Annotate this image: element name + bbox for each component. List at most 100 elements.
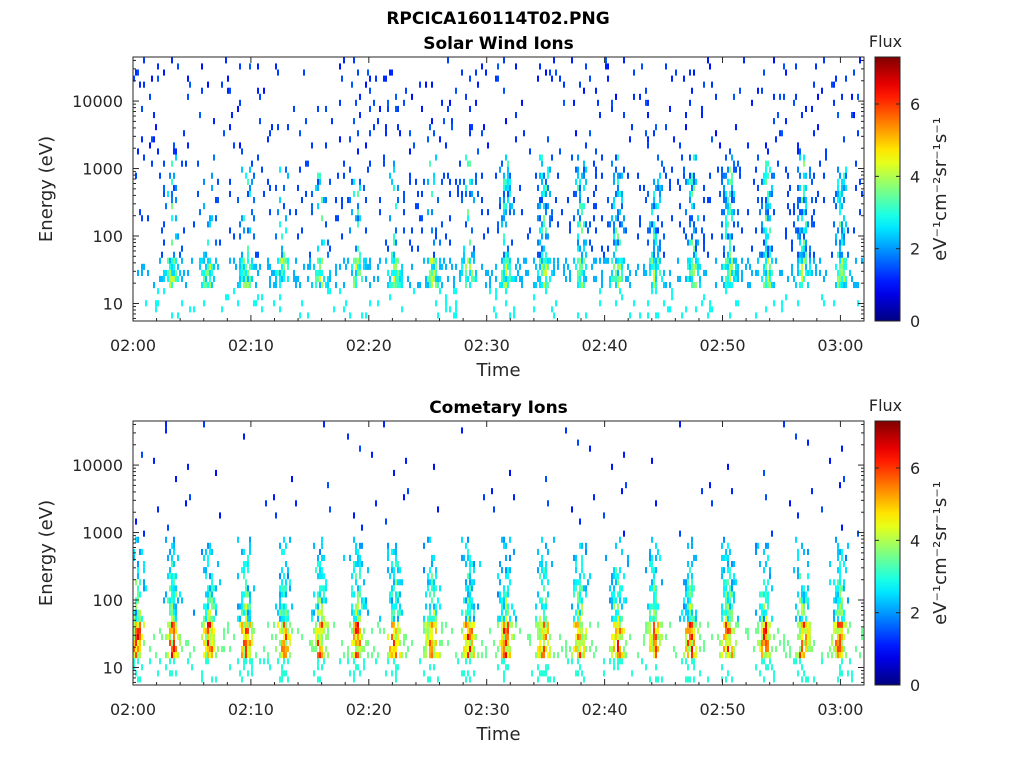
heatmap-cell xyxy=(755,166,757,173)
heatmap-cell xyxy=(773,172,775,179)
heatmap-cell xyxy=(803,621,805,628)
heatmap-cell xyxy=(653,282,655,289)
heatmap-cell xyxy=(725,591,727,598)
heatmap-cell xyxy=(487,227,489,234)
heatmap-cell xyxy=(207,282,209,289)
heatmap-cell xyxy=(175,652,177,659)
heatmap-cell xyxy=(279,603,281,610)
heatmap-cell xyxy=(621,172,623,179)
heatmap-cell xyxy=(423,652,425,659)
heatmap-cell xyxy=(797,184,799,191)
heatmap-cell xyxy=(263,646,265,653)
heatmap-cell xyxy=(505,263,507,270)
heatmap-cell xyxy=(801,197,803,204)
heatmap-cell xyxy=(841,554,843,561)
heatmap-cell xyxy=(685,603,687,610)
heatmap-cell xyxy=(797,263,799,270)
heatmap-cell xyxy=(539,646,541,653)
heatmap-cell xyxy=(729,209,731,216)
heatmap-cell xyxy=(469,282,471,289)
heatmap-cell xyxy=(755,548,757,555)
heatmap-cell xyxy=(513,275,515,282)
heatmap-cell xyxy=(309,257,311,264)
heatmap-cell xyxy=(187,93,189,100)
heatmap-cell xyxy=(141,548,143,555)
heatmap-cell xyxy=(465,263,467,270)
heatmap-cell xyxy=(133,627,135,634)
heatmap-cell xyxy=(505,154,507,161)
heatmap-cell xyxy=(325,142,327,149)
heatmap-cell xyxy=(603,251,605,258)
heatmap-cell xyxy=(763,658,765,665)
heatmap-cell xyxy=(835,609,837,616)
heatmap-cell xyxy=(357,627,359,634)
heatmap-cell xyxy=(361,312,363,319)
heatmap-cell xyxy=(139,646,141,653)
heatmap-cell xyxy=(543,190,545,197)
heatmap-cell xyxy=(305,118,307,125)
heatmap-cell xyxy=(541,670,543,677)
heatmap-cell xyxy=(565,275,567,282)
heatmap-cell xyxy=(239,257,241,264)
heatmap-cell xyxy=(699,670,701,677)
heatmap-cell xyxy=(159,172,161,179)
heatmap-cell xyxy=(797,554,799,561)
heatmap-cell xyxy=(579,518,581,525)
heatmap-cell xyxy=(503,597,505,604)
heatmap-cell xyxy=(247,227,249,234)
heatmap-cell xyxy=(341,197,343,204)
heatmap-cell xyxy=(859,652,861,659)
heatmap-cell xyxy=(581,652,583,659)
heatmap-cell xyxy=(425,621,427,628)
heatmap-cell xyxy=(317,652,319,659)
heatmap-cell xyxy=(327,288,329,295)
heatmap-cell xyxy=(387,542,389,549)
heatmap-cell xyxy=(253,215,255,222)
heatmap-cell xyxy=(653,591,655,598)
heatmap-cell xyxy=(687,603,689,610)
heatmap-cell xyxy=(823,300,825,307)
heatmap-cell xyxy=(513,633,515,640)
heatmap-cell xyxy=(435,609,437,616)
heatmap-cell xyxy=(243,548,245,555)
heatmap-cell xyxy=(541,597,543,604)
heatmap-cell xyxy=(835,597,837,604)
heatmap-cell xyxy=(803,172,805,179)
heatmap-cell xyxy=(191,257,193,264)
heatmap-cell xyxy=(595,646,597,653)
heatmap-cell xyxy=(765,233,767,240)
heatmap-cell xyxy=(223,633,225,640)
heatmap-cell xyxy=(389,282,391,289)
heatmap-cell xyxy=(691,203,693,210)
heatmap-cell xyxy=(393,615,395,622)
heatmap-cell xyxy=(171,160,173,167)
heatmap-cell xyxy=(613,591,615,598)
heatmap-cell xyxy=(805,172,807,179)
heatmap-cell xyxy=(425,639,427,646)
heatmap-cell xyxy=(355,542,357,549)
heatmap-cell xyxy=(297,275,299,282)
heatmap-cell xyxy=(405,87,407,94)
heatmap-cell xyxy=(315,567,317,574)
heatmap-cell xyxy=(169,670,171,677)
heatmap-cell xyxy=(579,257,581,264)
heatmap-cell xyxy=(779,639,781,646)
heatmap-cell xyxy=(243,573,245,580)
heatmap-cell xyxy=(805,257,807,264)
heatmap-cell xyxy=(763,227,765,234)
heatmap-cell xyxy=(791,269,793,276)
heatmap-cell xyxy=(387,269,389,276)
heatmap-cell xyxy=(137,639,139,646)
heatmap-cell xyxy=(721,664,723,671)
heatmap-cell xyxy=(355,664,357,671)
heatmap-cell xyxy=(697,215,699,222)
heatmap-cell xyxy=(693,639,695,646)
heatmap-cell xyxy=(341,639,343,646)
heatmap-cell xyxy=(545,567,547,574)
heatmap-cell xyxy=(841,93,843,100)
heatmap-cell xyxy=(431,585,433,592)
heatmap-cell xyxy=(441,99,443,106)
heatmap-cell xyxy=(451,627,453,634)
heatmap-cell xyxy=(839,609,841,616)
heatmap-cell xyxy=(655,627,657,634)
